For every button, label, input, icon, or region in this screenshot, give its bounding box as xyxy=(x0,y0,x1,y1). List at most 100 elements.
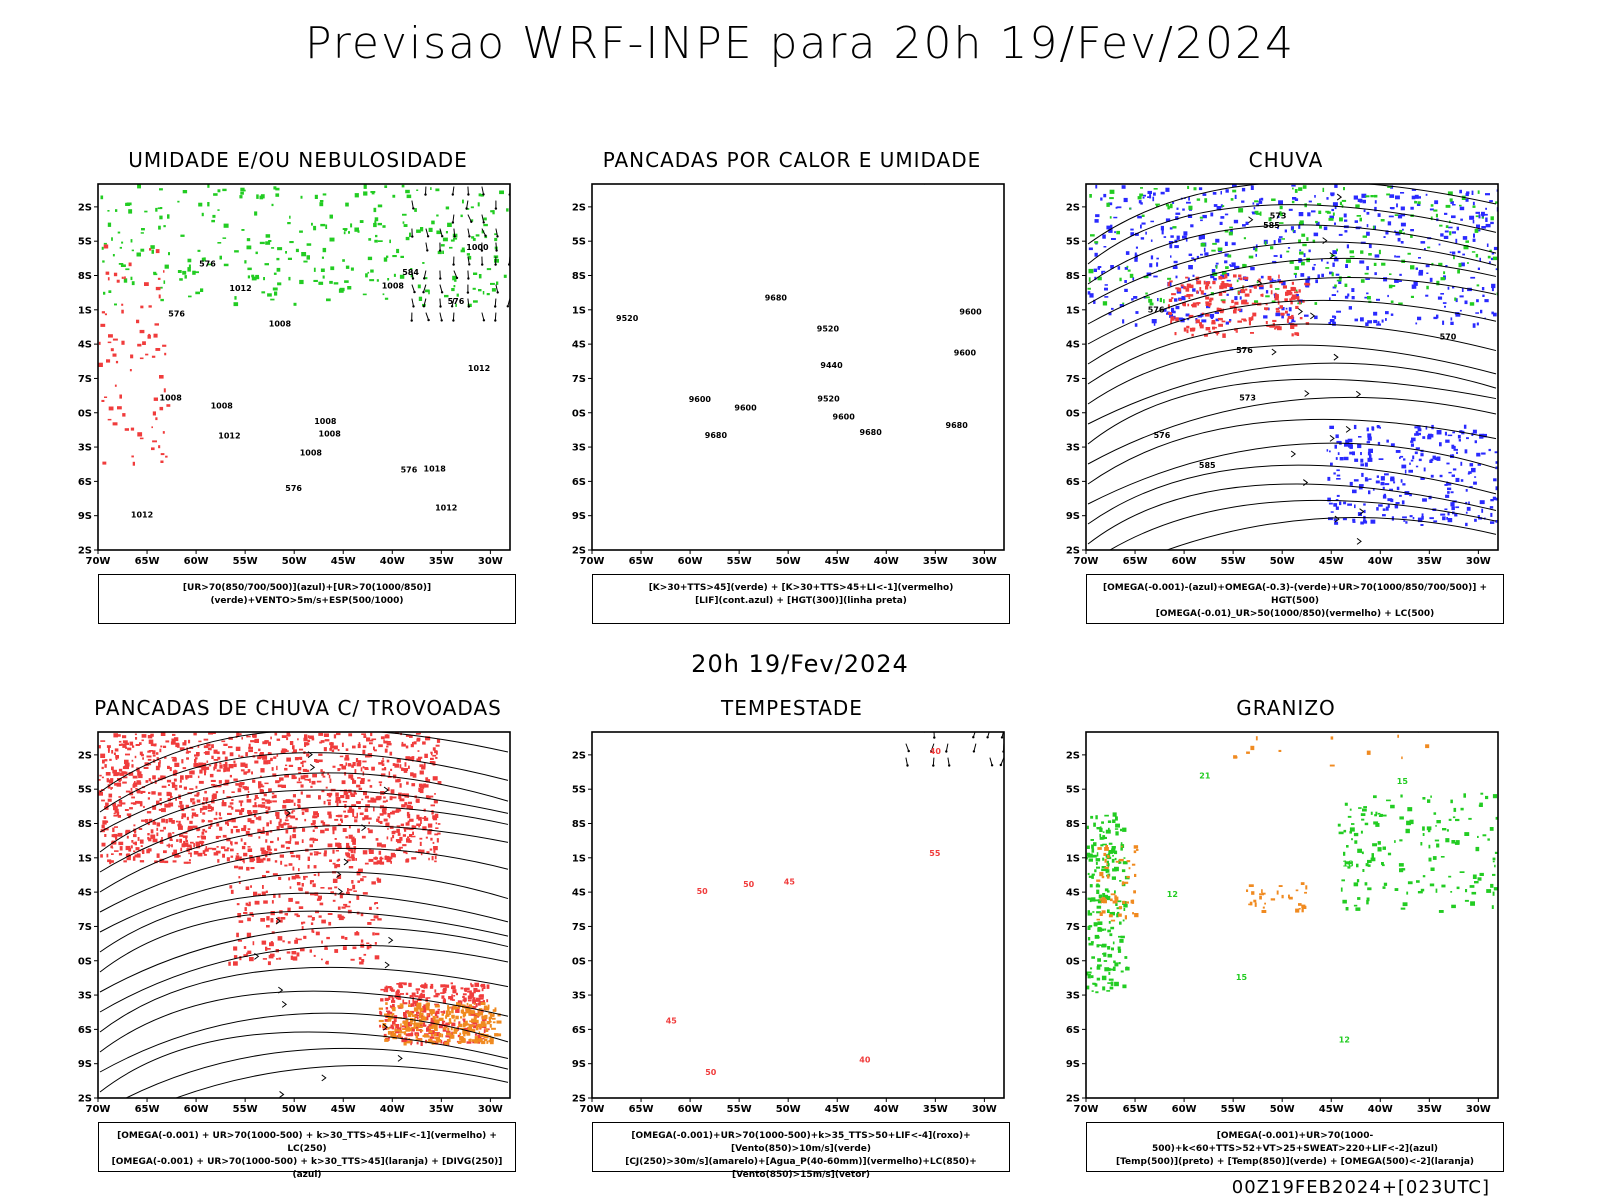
thunder-red-dot xyxy=(345,754,349,759)
thunder-red-dot xyxy=(368,821,370,825)
omega-green-dot xyxy=(1187,185,1190,189)
omega-blue-dot xyxy=(1354,458,1359,462)
omega-blue-dot xyxy=(1203,247,1206,252)
ur-red-dot xyxy=(1234,306,1237,311)
thunder-red-dot xyxy=(389,751,393,756)
thunder-red-dot xyxy=(207,810,213,812)
thunder-red-dot xyxy=(350,793,356,797)
omega-blue-dot xyxy=(1439,442,1442,447)
ur-red-dot xyxy=(1235,331,1238,333)
thunder-red-dot xyxy=(299,748,304,751)
temp850-speckle-dot xyxy=(1114,981,1119,987)
omega-blue-dot xyxy=(1229,319,1232,322)
thunder-red-dot xyxy=(377,860,382,864)
thunder-red-dot xyxy=(392,830,397,833)
lon-tick-label: 65W xyxy=(135,556,160,567)
thunder-red-dot xyxy=(313,851,319,853)
legend-line: [CJ(250)>30m/s](amarelo)+[Agua_P(40-60mm… xyxy=(625,1157,977,1180)
humidity-lower-green-dot xyxy=(410,268,413,271)
wind-head xyxy=(497,179,499,181)
thunder-red-dot xyxy=(230,843,233,846)
thunder-red-dot xyxy=(425,736,431,741)
thunder-red-dot xyxy=(260,804,266,808)
omega-blue-dot xyxy=(1163,236,1167,238)
thunder-red-dot xyxy=(352,779,355,784)
thunder-red-dot xyxy=(185,751,189,754)
thunder-red-dot xyxy=(118,796,121,798)
omega-blue-dot xyxy=(1488,448,1491,452)
thunder-red-dot xyxy=(171,756,177,759)
omega-green-dot xyxy=(1238,208,1244,213)
streamline-line xyxy=(99,789,509,853)
thunder-red-dot xyxy=(98,745,101,749)
omega-blue-dot xyxy=(1462,236,1468,240)
ur-red-dot xyxy=(1284,298,1288,301)
ur-red-dot xyxy=(1186,325,1190,329)
thunder-red-dot xyxy=(382,806,387,811)
omega-blue-dot xyxy=(1336,478,1341,480)
thunder-red-dot xyxy=(291,875,296,880)
humidity-lower-green-dot xyxy=(275,187,280,191)
temp850-speckle-dot xyxy=(1370,857,1375,862)
thunder-red-dot xyxy=(159,858,165,863)
omega-blue-dot xyxy=(1359,260,1365,264)
omega-green-dot xyxy=(1088,277,1091,282)
border-line xyxy=(116,184,118,185)
thunder-red-dot xyxy=(480,1009,484,1013)
thunder-red-dot xyxy=(114,826,118,828)
humidity-lower-green-dot xyxy=(392,255,397,258)
thunder-red-dot xyxy=(166,779,172,783)
humidity-lower-green-dot xyxy=(338,288,344,293)
omega-blue-dot xyxy=(1216,206,1222,211)
thunder-red-dot xyxy=(158,808,161,811)
temp850-speckle-dot xyxy=(1407,881,1413,885)
wind850-vector xyxy=(1001,732,1004,738)
thunder-red-dot xyxy=(247,818,252,823)
thunder-red-dot xyxy=(406,838,411,843)
thunder-red-dot xyxy=(301,839,304,843)
wind850-head xyxy=(906,764,909,767)
temp850-speckle-dot xyxy=(1086,971,1089,976)
coast-east xyxy=(429,184,432,185)
contour-label: 9680 xyxy=(860,428,883,437)
thunder-red-dot xyxy=(132,856,136,861)
thunder-red-dot xyxy=(111,853,114,855)
humidity-red-speckle-dot xyxy=(116,279,120,283)
thunder-red-dot xyxy=(397,832,401,836)
omega-blue-dot xyxy=(1491,252,1495,255)
omega-blue-dot xyxy=(1187,318,1190,321)
thunder-red-dot xyxy=(248,746,253,750)
temp850-speckle-dot xyxy=(1366,897,1370,902)
wind-head xyxy=(440,319,443,322)
omega-green-dot xyxy=(1373,262,1377,266)
thunder-red-dot xyxy=(168,784,170,786)
thunder-red-dot xyxy=(271,795,275,799)
thunder-red-dot xyxy=(353,780,357,784)
omega-blue-dot xyxy=(1481,226,1486,229)
thunder-red-dot xyxy=(430,837,433,841)
thunder-red-dot xyxy=(323,852,327,857)
omega-blue-dot xyxy=(1388,215,1394,218)
thunder-red-dot xyxy=(170,796,173,798)
thunder-red-dot xyxy=(290,799,294,803)
thunder-red-dot xyxy=(401,741,404,745)
thunder-red-dot xyxy=(396,990,400,993)
omega-blue-dot xyxy=(1110,265,1114,269)
streamline-arrow xyxy=(1355,390,1362,398)
thunder-red-dot xyxy=(262,875,266,878)
temp850-speckle-dot xyxy=(1493,887,1498,891)
omega-blue-dot xyxy=(1402,228,1404,231)
thunder-red-dot xyxy=(283,750,289,752)
omega-blue-dot xyxy=(1250,185,1254,190)
thunder-red-dot xyxy=(389,1005,392,1008)
thunder-red-dot xyxy=(437,823,441,825)
temp850-speckle-dot xyxy=(1088,858,1093,862)
thunder-orange-dot xyxy=(416,1005,422,1010)
omega-blue-dot xyxy=(1291,320,1296,323)
omega-blue-dot xyxy=(1440,293,1444,295)
thunder-red-dot xyxy=(395,839,400,842)
thunder-red-dot xyxy=(241,845,246,850)
thunder-red-dot xyxy=(132,745,135,748)
omega-blue-dot xyxy=(1397,214,1403,219)
thunder-red-dot xyxy=(430,751,433,754)
